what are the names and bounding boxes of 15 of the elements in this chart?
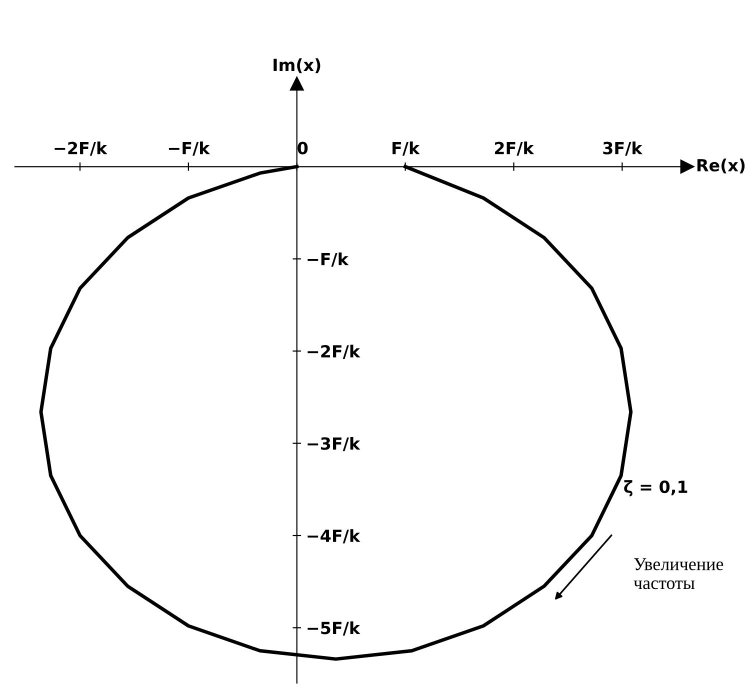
annotation: Увеличение частоты [634,558,724,590]
y-tick-label: −2F/k [308,344,360,359]
x-tick-label: 2F/k [494,141,534,156]
y-tick-label: −4F/k [308,529,360,544]
x-tick-label: F/k [392,141,420,156]
x-tick-label: −F/k [168,141,210,156]
y-tick-label: −F/k [308,252,349,267]
y-axis-title: Im(x) [274,58,320,74]
y-tick-label: −5F/k [308,621,360,636]
x-tick-label: 0 [298,142,308,154]
y-tick-label: −3F/k [308,436,360,452]
annotation: ζ = 0,1 [624,480,688,496]
x-tick-label: 3F/k [603,141,643,156]
x-axis-title: Re(x) [697,158,745,174]
x-tick-label: −2F/k [54,141,108,156]
